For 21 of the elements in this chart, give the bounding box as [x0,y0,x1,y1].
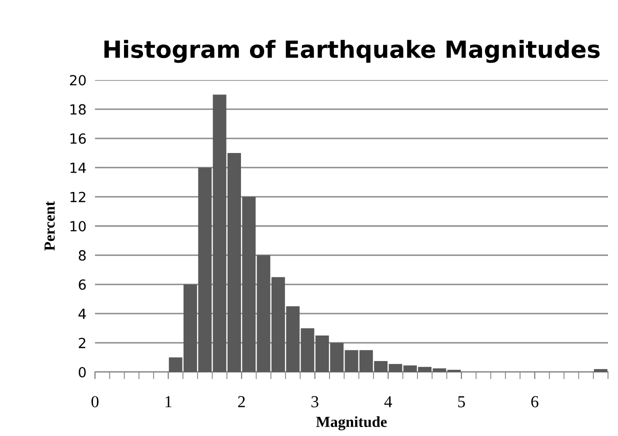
y-tick-label: 8 [78,250,86,261]
x-tick-label: 4 [384,396,392,408]
x-tick-label: 1 [166,396,172,408]
y-tick-label: 18 [70,104,86,115]
x-axis-title: Magnitude [316,416,387,430]
y-tick-label: 6 [78,279,86,290]
y-tick-label: 2 [78,338,86,348]
x-tick-label: 2 [238,396,245,408]
y-tick-label: 12 [70,192,86,202]
y-tick-label: 16 [70,133,86,144]
y-tick-label: 4 [78,308,86,319]
x-tick-label: 0 [91,396,99,408]
y-axis-title: Percent [44,201,55,251]
x-tick-label: 5 [458,396,465,408]
x-tick-label: 3 [311,396,318,408]
x-tick-label: 6 [531,396,538,408]
y-tick-label: 10 [70,220,86,232]
y-tick-label: 20 [70,74,86,86]
chart-title: Histogram of Earthquake Magnitudes [104,40,600,63]
y-tick-label: 14 [70,162,86,173]
y-tick-label: 0 [78,366,86,378]
